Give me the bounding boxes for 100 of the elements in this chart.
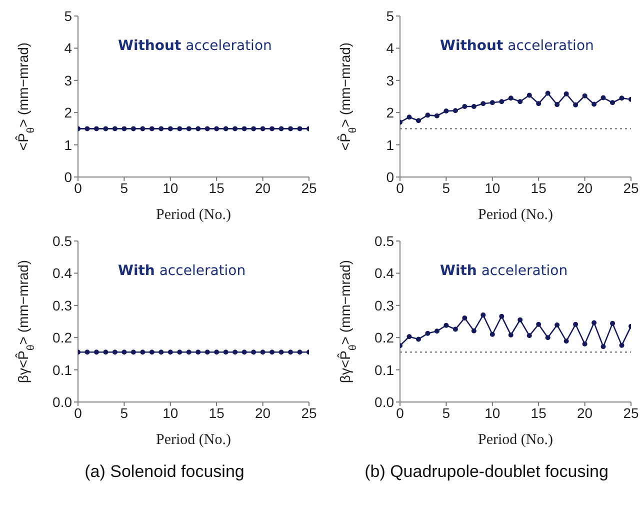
x-tick-label: 10 bbox=[162, 404, 178, 421]
y-tick-label: 0 bbox=[386, 168, 394, 185]
y-tick-label: 5 bbox=[64, 8, 72, 24]
point bbox=[536, 322, 542, 327]
point bbox=[554, 322, 560, 328]
point bbox=[526, 92, 532, 98]
x-tick-label: 15 bbox=[208, 404, 225, 421]
point bbox=[573, 322, 578, 327]
point bbox=[480, 101, 486, 106]
point bbox=[610, 320, 616, 326]
y-tick-label: 0.5 bbox=[374, 232, 394, 249]
y-tick-label: 3 bbox=[386, 72, 394, 88]
y-tick-label: 4 bbox=[64, 40, 72, 56]
point bbox=[619, 96, 624, 101]
y-tick-label: 2 bbox=[64, 104, 72, 121]
y-tick-label: 1 bbox=[386, 136, 394, 153]
point bbox=[480, 312, 486, 318]
y-tick-label: 4 bbox=[386, 40, 394, 56]
x-tick-label: 15 bbox=[530, 404, 547, 421]
x-tick-label: 25 bbox=[623, 404, 639, 421]
y-tick-label: 0.3 bbox=[52, 297, 72, 314]
y-tick-label: 0.0 bbox=[52, 394, 72, 410]
point bbox=[536, 101, 542, 106]
x-tick-label: 5 bbox=[120, 404, 128, 421]
point bbox=[508, 332, 514, 338]
text: (b) Quadrupole-doublet focusing bbox=[364, 462, 610, 482]
point bbox=[582, 342, 588, 347]
x-tick-label: 10 bbox=[484, 180, 500, 196]
point bbox=[434, 113, 440, 118]
annotation: Without acceleration bbox=[440, 38, 594, 54]
point bbox=[573, 102, 578, 108]
point bbox=[406, 114, 412, 120]
y-tick-label: 1 bbox=[64, 136, 72, 153]
y-tick-label: 2 bbox=[386, 104, 394, 121]
y-tick-label: 0.1 bbox=[52, 362, 72, 378]
point bbox=[444, 108, 449, 114]
x-tick-label: 20 bbox=[577, 404, 593, 421]
point bbox=[564, 91, 569, 96]
point bbox=[582, 93, 588, 98]
y-tick-label: 0.0 bbox=[374, 394, 394, 410]
x-tick-label: 5 bbox=[120, 180, 128, 196]
x-tick-label: 5 bbox=[442, 404, 450, 421]
point bbox=[592, 102, 597, 107]
y-tick-label: 0 bbox=[64, 168, 72, 185]
point bbox=[471, 328, 476, 334]
x-tick-label: 25 bbox=[301, 180, 317, 196]
x-tick-label: 5 bbox=[442, 180, 450, 196]
point bbox=[600, 344, 606, 350]
point bbox=[444, 322, 449, 328]
point bbox=[619, 342, 624, 348]
y-tick-label: 0.2 bbox=[52, 330, 72, 346]
y-tick-label: 0.2 bbox=[374, 330, 394, 346]
point bbox=[490, 100, 495, 106]
x-tick-label: 20 bbox=[255, 404, 271, 421]
point bbox=[499, 99, 504, 104]
point bbox=[462, 104, 468, 109]
x-tick-label: 25 bbox=[301, 404, 317, 421]
point bbox=[425, 112, 430, 118]
point bbox=[406, 334, 412, 340]
x-tick-label: 0 bbox=[396, 180, 404, 196]
x-tick-label: 25 bbox=[623, 180, 639, 196]
x-tick-label: 10 bbox=[484, 404, 500, 421]
x-tick-label: 15 bbox=[530, 180, 547, 196]
point bbox=[452, 108, 458, 114]
point bbox=[592, 320, 597, 326]
point bbox=[508, 96, 514, 101]
y-tick-label: 0.1 bbox=[374, 362, 394, 378]
y-tick-label: 5 bbox=[386, 8, 394, 24]
point bbox=[600, 95, 606, 100]
point bbox=[416, 336, 421, 342]
point bbox=[499, 314, 504, 319]
x-axis-title: Period (No.) bbox=[478, 207, 553, 223]
y-tick-label: 3 bbox=[64, 72, 72, 88]
point bbox=[471, 104, 476, 109]
y-tick-label: 0.4 bbox=[374, 265, 394, 282]
point bbox=[554, 102, 560, 108]
point bbox=[545, 90, 550, 96]
annotation: With acceleration bbox=[118, 263, 246, 279]
x-axis-title: Period (No.) bbox=[156, 432, 231, 448]
point bbox=[452, 326, 458, 332]
point bbox=[434, 328, 440, 334]
point bbox=[518, 99, 523, 104]
point bbox=[610, 100, 616, 106]
point bbox=[564, 338, 569, 344]
point bbox=[545, 335, 550, 340]
x-tick-label: 20 bbox=[577, 180, 593, 196]
point bbox=[416, 118, 421, 124]
x-tick-label: 0 bbox=[396, 404, 404, 421]
y-tick-label: 0.4 bbox=[52, 265, 72, 282]
point bbox=[518, 317, 523, 322]
x-axis-title: Period (No.) bbox=[156, 207, 231, 223]
point bbox=[425, 330, 430, 336]
x-tick-label: 15 bbox=[208, 180, 225, 196]
y-tick-label: 0.3 bbox=[374, 297, 394, 314]
point bbox=[526, 333, 532, 338]
annotation: Without acceleration bbox=[118, 38, 272, 54]
point bbox=[490, 332, 495, 337]
x-tick-label: 0 bbox=[74, 180, 82, 196]
x-tick-label: 20 bbox=[255, 180, 271, 196]
point bbox=[462, 315, 468, 320]
